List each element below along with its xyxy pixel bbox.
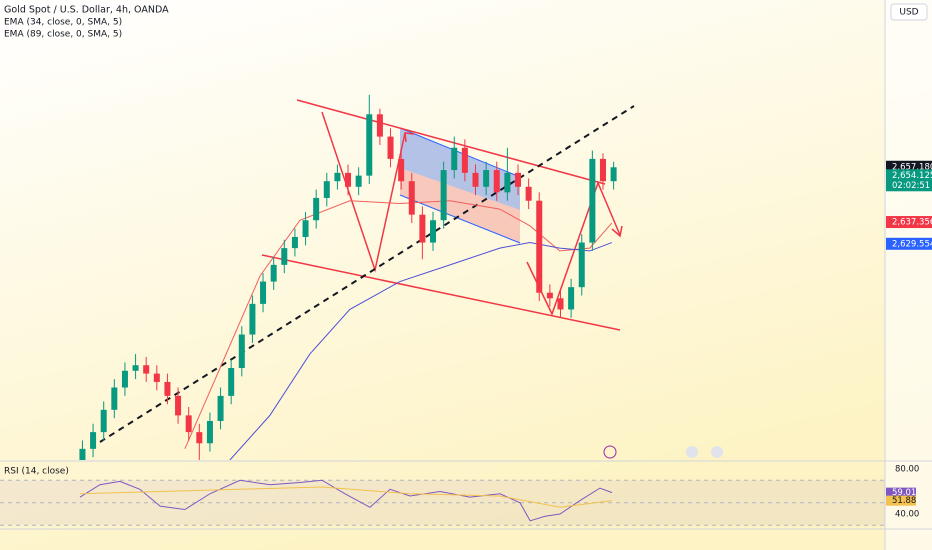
- candle-body: [238, 334, 245, 368]
- ema-line: [184, 200, 613, 450]
- price-tag: [886, 216, 932, 229]
- candle-body: [578, 242, 585, 288]
- price-axis-bg: [885, 0, 932, 550]
- rsi-tag: [886, 495, 916, 506]
- channel-edge: [399, 127, 521, 178]
- candle-body: [483, 170, 490, 187]
- channel-upper: [400, 128, 520, 210]
- candle-body: [557, 298, 564, 310]
- candle-body: [143, 365, 150, 374]
- candle-body: [206, 420, 213, 444]
- candle-body: [514, 172, 521, 187]
- event-flag[interactable]: [711, 446, 723, 458]
- rsi-tag-label: 59.01: [892, 488, 916, 498]
- candle-body: [355, 175, 362, 187]
- candle-body: [419, 214, 426, 243]
- rsi-line: [79, 486, 613, 508]
- price-tag: [886, 237, 932, 250]
- candle-body: [196, 432, 203, 444]
- candle-body: [228, 368, 235, 396]
- candle-body: [281, 248, 288, 265]
- price-tag-label: 2,629.554: [892, 239, 932, 249]
- candle-body: [260, 281, 267, 304]
- candle-body: [270, 264, 277, 282]
- trend-line: [296, 99, 606, 185]
- candle-body: [111, 387, 118, 410]
- candle-body: [440, 170, 447, 221]
- candle-body: [610, 167, 617, 182]
- event-icon[interactable]: [603, 445, 617, 459]
- candle-body: [451, 147, 458, 171]
- candle-body: [504, 172, 511, 193]
- candle-body: [376, 114, 383, 137]
- channel-lower: [400, 168, 520, 243]
- candle-body: [153, 373, 160, 382]
- rsi-tag: [886, 487, 916, 498]
- currency: USD: [899, 8, 918, 18]
- legend-entry: EMA (34, close, 0, SMA, 5): [4, 18, 122, 28]
- candle-body: [387, 136, 394, 159]
- rsi-tick-label: 80.00: [895, 464, 919, 474]
- candle-body: [249, 303, 256, 335]
- arrow-head: [404, 132, 415, 143]
- candle-body: [291, 236, 298, 249]
- rsi-title: RSI (14, close): [4, 467, 69, 477]
- candle-body: [525, 186, 532, 201]
- countdown: 02:02:51: [892, 181, 930, 191]
- candle-body: [546, 292, 553, 299]
- candle-body: [79, 448, 86, 460]
- candle-body: [366, 114, 373, 176]
- candle-body: [589, 158, 596, 243]
- candle-body: [493, 170, 500, 193]
- candle-body: [536, 200, 543, 293]
- candle-body: [132, 365, 139, 371]
- candle-body: [472, 172, 479, 187]
- rsi-tag-label: 51.88: [892, 496, 916, 506]
- candle-body: [90, 432, 97, 449]
- candle-body: [398, 158, 405, 182]
- candle-body: [345, 172, 352, 187]
- ema-line: [229, 242, 613, 460]
- candle-body: [302, 220, 309, 237]
- candle-body: [121, 370, 128, 388]
- channel-edge: [399, 194, 521, 244]
- candle-body: [334, 172, 341, 182]
- candle-body: [313, 197, 320, 221]
- candle-body: [217, 395, 224, 421]
- candle-body: [599, 158, 606, 182]
- price-tag-label: 2,637.356: [892, 218, 932, 228]
- rsi-line: [79, 479, 613, 522]
- arrow-head: [611, 225, 623, 238]
- candle-body: [323, 181, 330, 198]
- candle-body: [568, 287, 575, 310]
- candle-body: [175, 395, 182, 416]
- price-tag-label: 2,657.180: [892, 162, 932, 172]
- price-tag: [886, 169, 932, 192]
- candle-body: [430, 220, 437, 243]
- candle-body: [185, 415, 192, 433]
- chart-title: Gold Spot / U.S. Dollar, 4h, OANDA: [4, 5, 169, 16]
- candle-body: [408, 181, 415, 215]
- currency-box[interactable]: [890, 3, 928, 21]
- event-flag[interactable]: [686, 446, 698, 458]
- candle-body: [164, 381, 171, 396]
- price-tag-label: 2,654.125: [892, 171, 932, 181]
- candle-body: [461, 147, 468, 173]
- legend-entry: EMA (89, close, 0, SMA, 5): [4, 30, 122, 40]
- candle-body: [100, 409, 107, 433]
- rsi-tick-label: 40.00: [895, 510, 919, 520]
